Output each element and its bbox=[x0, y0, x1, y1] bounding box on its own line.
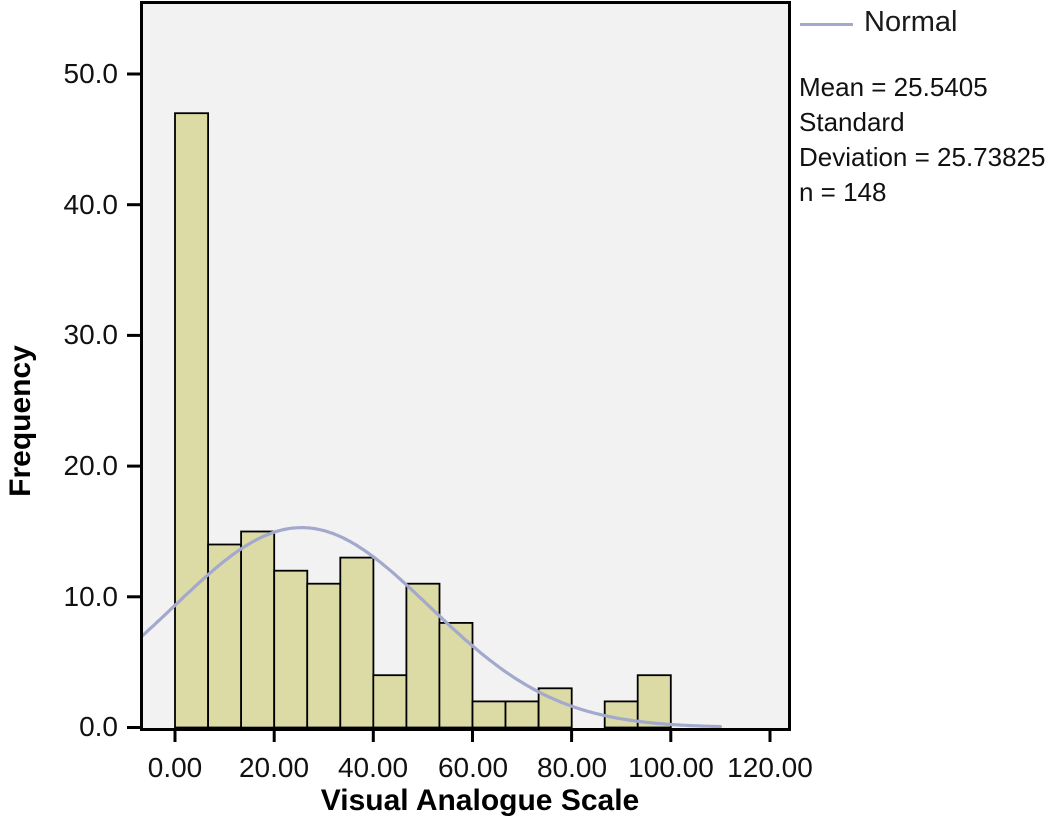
y-tick-label: 30.0 bbox=[63, 319, 119, 350]
stat-n: n = 148 bbox=[799, 177, 887, 207]
stat-sd-value: Deviation = 25.73825 bbox=[799, 142, 1046, 172]
histogram-bar bbox=[207, 543, 243, 729]
y-axis-title: Frequency bbox=[4, 345, 37, 497]
x-tick-label: 120.00 bbox=[727, 752, 813, 783]
histogram-bar bbox=[339, 556, 375, 729]
legend: Normal bbox=[796, 6, 1056, 46]
histogram-bar bbox=[372, 674, 408, 729]
stat-mean: Mean = 25.5405 bbox=[799, 72, 988, 102]
stat-sd-word: Standard bbox=[799, 107, 905, 137]
stats-block: Mean = 25.5405 Standard Deviation = 25.7… bbox=[799, 70, 1061, 210]
legend-label: Normal bbox=[864, 6, 958, 38]
y-tick-label: 0.0 bbox=[79, 711, 118, 742]
normal-curve-line bbox=[141, 526, 722, 729]
y-tick-label: 50.0 bbox=[63, 58, 119, 89]
x-tick-label: 100.00 bbox=[628, 752, 714, 783]
normal-curve-legend-swatch bbox=[800, 23, 853, 26]
histogram-bar bbox=[636, 674, 672, 729]
histogram-bar bbox=[174, 112, 209, 729]
x-tick-label: 0.00 bbox=[147, 752, 203, 783]
y-tick-label: 10.0 bbox=[63, 581, 119, 612]
histogram-bar bbox=[405, 582, 441, 729]
histogram-bar bbox=[504, 700, 540, 729]
plot-frame bbox=[140, 1, 791, 731]
x-tick-label: 40.00 bbox=[337, 752, 409, 783]
histogram-bar bbox=[603, 700, 639, 729]
histogram-bar bbox=[306, 582, 342, 729]
x-axis-title: Visual Analogue Scale bbox=[320, 784, 640, 817]
histogram-bar bbox=[240, 530, 276, 729]
x-tick-label: 80.00 bbox=[536, 752, 608, 783]
y-tick-label: 20.0 bbox=[63, 450, 119, 481]
histogram-bar bbox=[438, 622, 474, 729]
x-tick-label: 20.00 bbox=[238, 752, 310, 783]
histogram-bar bbox=[471, 700, 507, 729]
histogram-bar bbox=[273, 569, 309, 729]
y-tick-label: 40.0 bbox=[63, 189, 119, 220]
x-tick-label: 60.00 bbox=[437, 752, 509, 783]
